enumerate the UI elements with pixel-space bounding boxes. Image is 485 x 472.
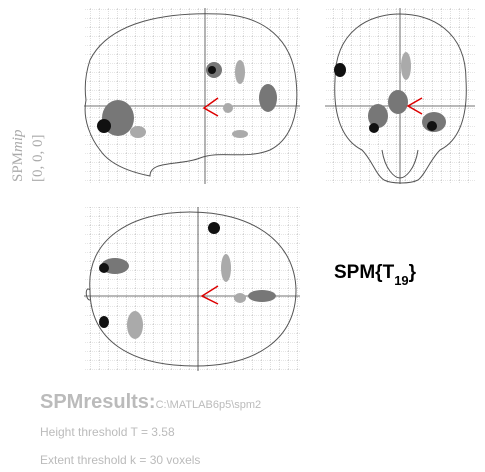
stat-label-close: } bbox=[409, 262, 417, 283]
stat-label-subscript: 19 bbox=[394, 273, 408, 288]
sagittal-view bbox=[84, 8, 300, 184]
mip-label-italic: mip bbox=[10, 129, 26, 152]
spm-figure: SPMmip [0, 0, 0] SPM{T19} SPMresults:C:\… bbox=[0, 0, 485, 472]
mip-label: SPMmip bbox=[10, 129, 26, 182]
mip-label-main: SPM bbox=[10, 152, 26, 182]
axial-view bbox=[84, 207, 300, 371]
height-threshold: Height threshold T = 3.58 bbox=[40, 425, 175, 439]
results-heading: SPMresults:C:\MATLAB6p5\spm2 bbox=[40, 391, 261, 413]
results-title: SPMresults: bbox=[40, 391, 156, 413]
mip-coords: [0, 0, 0] bbox=[30, 135, 46, 183]
stat-label-main: SPM{T bbox=[334, 262, 395, 283]
results-path: C:\MATLAB6p5\spm2 bbox=[156, 399, 262, 411]
coronal-view bbox=[325, 8, 475, 184]
extent-threshold: Extent threshold k = 30 voxels bbox=[40, 453, 200, 467]
stat-label: SPM{T19} bbox=[334, 262, 417, 288]
